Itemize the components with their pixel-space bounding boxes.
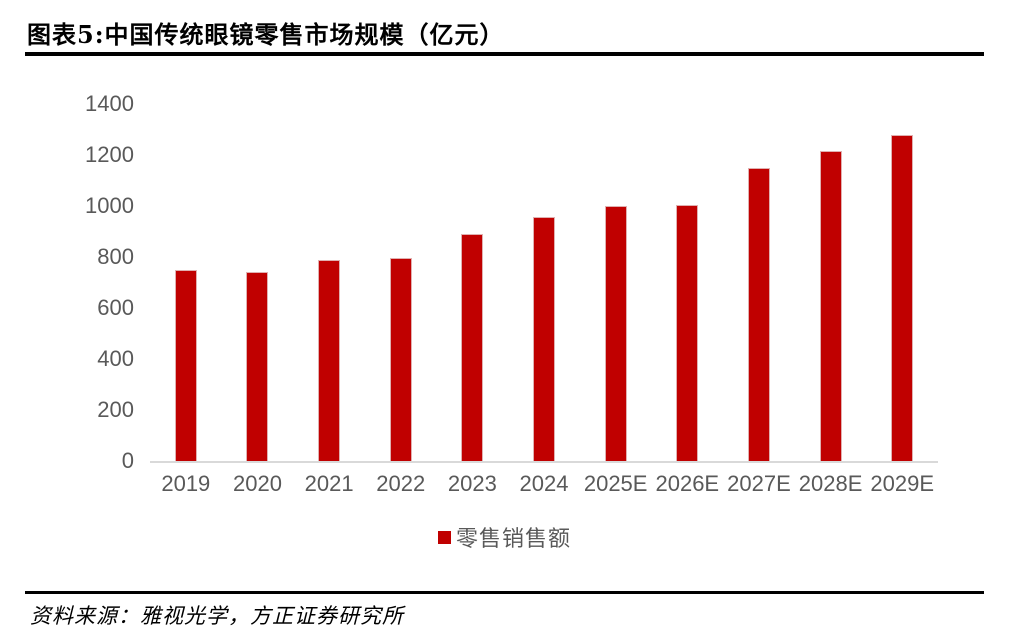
bar-slot [150,104,222,461]
chart-legend: 零售销售额 [25,521,984,553]
x-tick-label: 2022 [376,471,426,496]
y-tick-label: 400 [97,346,134,371]
y-tick-label: 1200 [85,142,134,167]
bar-2027E [747,167,770,461]
x-tick-label: 2025E [583,471,648,496]
bar-slot [222,104,294,461]
x-tick-label: 2024 [519,471,569,496]
x-tick-label: 2026E [655,471,720,496]
bar-slot [795,104,867,461]
bar-slot [866,104,938,461]
bar-slot [437,104,509,461]
bar-2025E [604,206,627,461]
bar-slot [580,104,652,461]
x-tick-label: 2029E [870,471,935,496]
legend-swatch-icon [437,530,451,544]
bar-2019 [174,269,197,461]
x-tick-label: 2021 [304,471,354,496]
y-tick-label: 1400 [85,91,134,116]
bar-slot [723,104,795,461]
source-note: 资料来源：雅视光学，方正证券研究所 [30,604,404,628]
bar-2022 [389,258,412,461]
x-tick-label: 2028E [798,471,863,496]
bar-2029E [891,134,914,461]
bar-2020 [246,272,269,461]
bar-slot [651,104,723,461]
source-rule-divider [25,591,984,594]
bar-slot [293,104,365,461]
plot-area [150,104,938,463]
y-tick-label: 200 [97,397,134,422]
x-tick-label: 2027E [727,471,791,496]
y-tick-label: 600 [97,295,134,320]
figure-title: 图表5:中国传统眼镜零售市场规模（亿元） [27,20,505,49]
bar-2026E [676,204,699,461]
y-tick-label: 800 [97,244,134,269]
bar-slot [365,104,437,461]
bar-slot [508,104,580,461]
title-rule-divider [25,52,984,56]
bar-2024 [533,217,556,461]
bar-2021 [318,259,341,461]
bar-2028E [819,151,842,461]
legend-label: 零售销售额 [455,526,571,551]
bar-2023 [461,234,484,461]
x-axis-tick-labels: 2019 2020 2021 2022 2023 2024 2025E 2026E 2027E 2… [150,470,938,497]
x-tick-label: 2023 [447,471,497,496]
y-tick-label: 0 [121,448,134,473]
x-tick-label: 2020 [232,471,282,496]
x-tick-label: 2019 [161,471,211,496]
y-tick-label: 1000 [85,193,134,218]
